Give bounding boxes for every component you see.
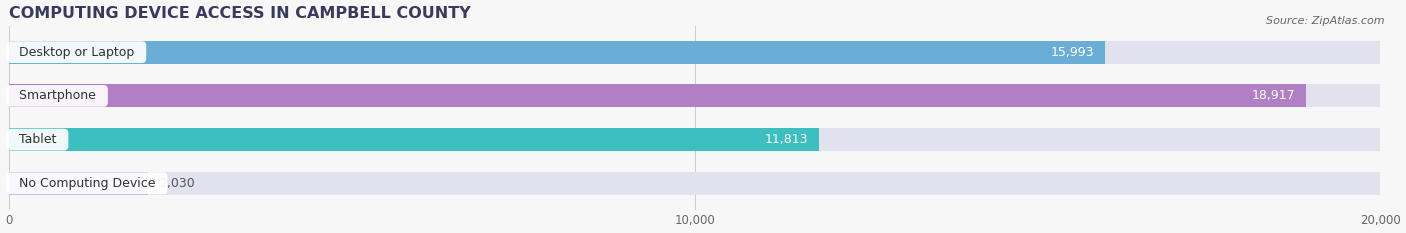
Text: 18,917: 18,917 — [1251, 89, 1295, 102]
Text: 15,993: 15,993 — [1050, 46, 1094, 59]
Bar — [10, 128, 1381, 151]
Bar — [10, 128, 818, 151]
Text: 11,813: 11,813 — [765, 133, 808, 146]
Text: Source: ZipAtlas.com: Source: ZipAtlas.com — [1267, 16, 1385, 26]
Bar — [10, 172, 149, 195]
Text: Desktop or Laptop: Desktop or Laptop — [11, 46, 142, 59]
Text: Tablet: Tablet — [11, 133, 65, 146]
Text: COMPUTING DEVICE ACCESS IN CAMPBELL COUNTY: COMPUTING DEVICE ACCESS IN CAMPBELL COUN… — [10, 6, 471, 21]
Bar — [10, 172, 1381, 195]
Bar — [10, 85, 1381, 107]
Text: 2,030: 2,030 — [159, 177, 195, 190]
Bar — [10, 41, 1105, 64]
Text: No Computing Device: No Computing Device — [11, 177, 163, 190]
Bar — [10, 85, 1306, 107]
Bar — [10, 41, 1381, 64]
Text: Smartphone: Smartphone — [11, 89, 104, 102]
